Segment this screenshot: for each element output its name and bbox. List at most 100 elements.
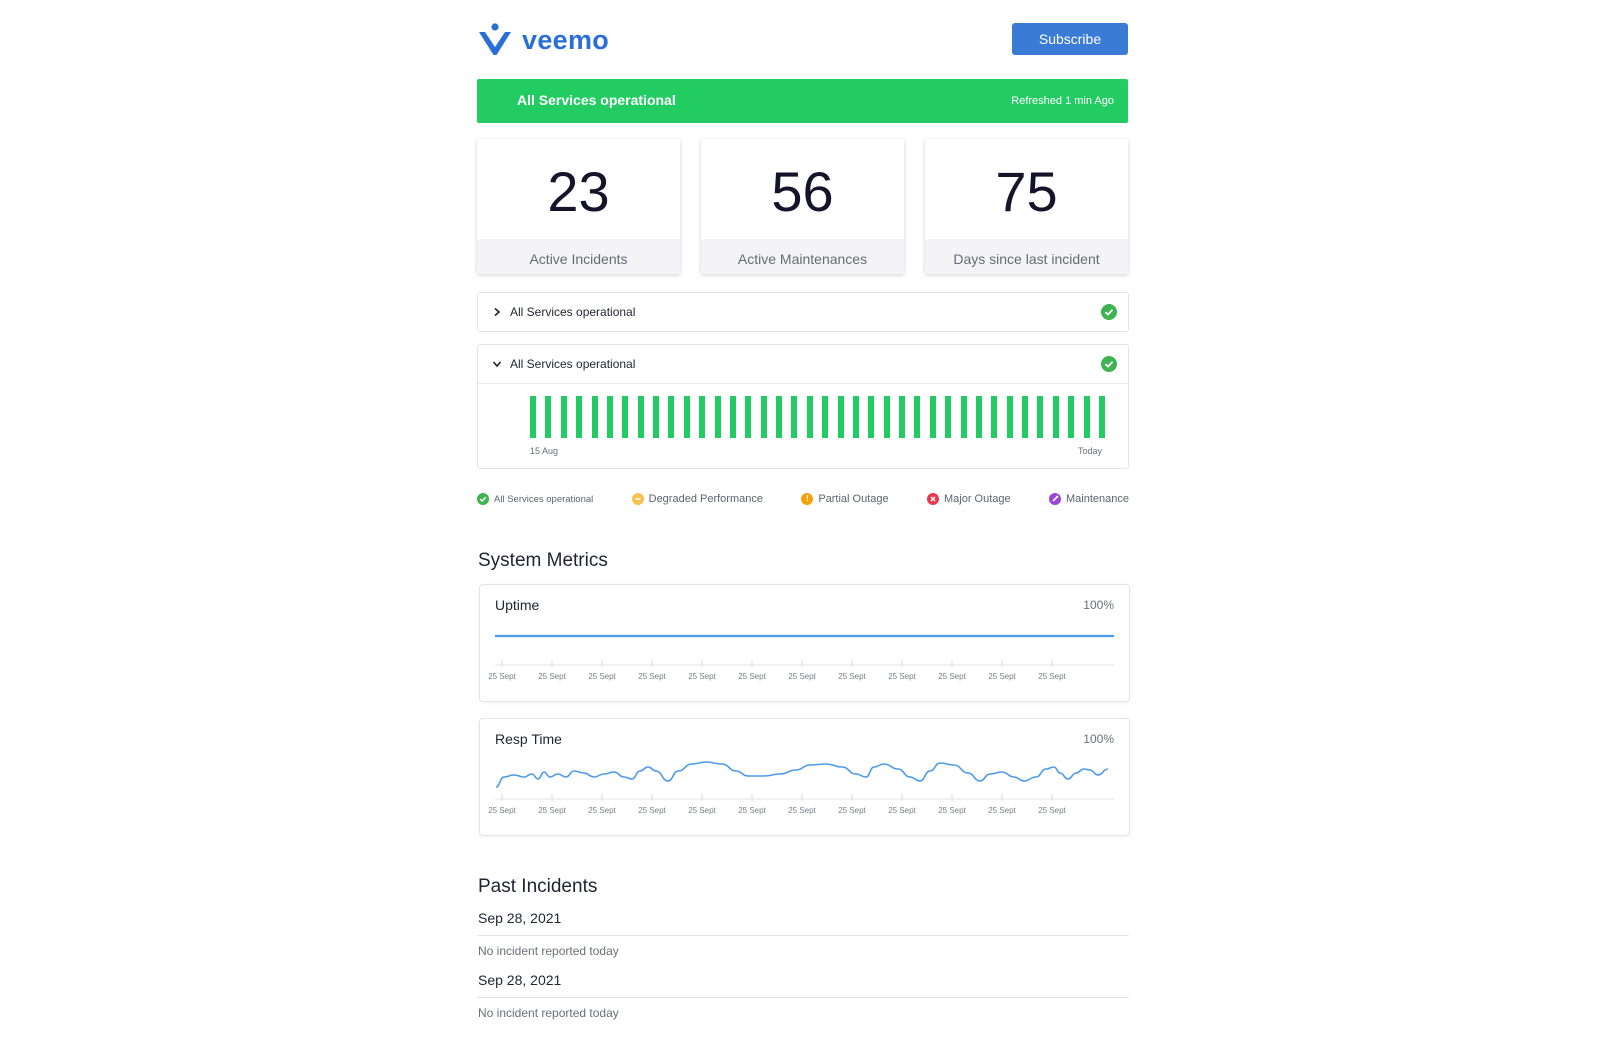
- uptime-bar[interactable]: [852, 396, 859, 438]
- uptime-bar[interactable]: [899, 396, 905, 438]
- stat-value: 75: [995, 159, 1058, 223]
- check-circle-icon: [1101, 304, 1117, 320]
- wrench-circle-icon: [1048, 493, 1061, 505]
- x-tick-label: 25 Sept: [988, 806, 1016, 815]
- resp-time-chart: 25 Sept 25 Sept 25 Sept 25 Sept 25 Sept 25 Se…: [488, 761, 1114, 815]
- uptime-bar[interactable]: [929, 396, 936, 438]
- x-tick-label: 25 Sept: [1038, 806, 1066, 815]
- uptime-bar[interactable]: [714, 396, 721, 438]
- uptime-bar[interactable]: [637, 396, 644, 438]
- uptime-bar[interactable]: [545, 396, 552, 438]
- stat-card-active-maintenances: 56 Active Maintenances: [701, 139, 904, 274]
- uptime-end-label: Today: [1077, 446, 1102, 456]
- x-tick-label: 25 Sept: [838, 672, 866, 681]
- uptime-bar[interactable]: [1068, 396, 1075, 438]
- uptime-bar[interactable]: [960, 396, 967, 438]
- x-tick-label: 25 Sept: [488, 672, 516, 681]
- chevron-right-icon[interactable]: [490, 305, 504, 319]
- stat-value: 23: [547, 159, 610, 223]
- divider: [477, 997, 1129, 998]
- legend-label: Partial Outage: [818, 493, 889, 505]
- uptime-bar[interactable]: [806, 396, 813, 438]
- past-incidents-title: Past Incidents: [478, 876, 598, 897]
- uptime-bar[interactable]: [791, 396, 798, 438]
- uptime-bar[interactable]: [591, 396, 598, 438]
- uptime-bar[interactable]: [883, 396, 890, 438]
- subscribe-button[interactable]: Subscribe: [1012, 23, 1128, 55]
- stat-label: Days since last incident: [925, 239, 1128, 274]
- uptime-bar[interactable]: [822, 396, 829, 438]
- x-tick-label: 25 Sept: [588, 806, 616, 815]
- check-circle-icon: [1101, 356, 1117, 372]
- uptime-bar[interactable]: [653, 396, 659, 438]
- service-group-expanded[interactable]: All Services operational 15 Aug Today: [477, 344, 1129, 469]
- status-banner-title: All Services operational: [517, 92, 676, 108]
- metric-title: Resp Time: [495, 731, 562, 747]
- stat-label: Active Incidents: [477, 239, 680, 274]
- x-circle-icon: [926, 493, 939, 505]
- uptime-bar[interactable]: [776, 396, 782, 438]
- metric-title: Uptime: [495, 597, 540, 613]
- uptime-bar[interactable]: [1098, 396, 1105, 438]
- uptime-bar[interactable]: [683, 396, 690, 438]
- uptime-bar[interactable]: [991, 396, 998, 438]
- uptime-bar[interactable]: [622, 396, 629, 438]
- uptime-bar[interactable]: [560, 396, 567, 438]
- x-tick-label: 25 Sept: [738, 672, 766, 681]
- uptime-bar[interactable]: [1022, 396, 1028, 438]
- uptime-bar[interactable]: [837, 396, 844, 438]
- x-tick-label: 25 Sept: [638, 672, 666, 681]
- x-tick-label: 25 Sept: [588, 672, 616, 681]
- minus-circle-icon: [631, 493, 644, 505]
- legend-label: All Services operational: [494, 493, 594, 505]
- uptime-bar[interactable]: [576, 396, 583, 438]
- x-tick-label: 25 Sept: [738, 806, 766, 815]
- metric-value: 100%: [1083, 598, 1114, 612]
- x-tick-label: 25 Sept: [538, 806, 566, 815]
- uptime-bar[interactable]: [606, 396, 613, 438]
- incident-text: No incident reported today: [478, 944, 619, 958]
- incident-date: Sep 28, 2021: [478, 910, 562, 926]
- chevron-down-icon[interactable]: [490, 357, 504, 371]
- x-tick-label: 25 Sept: [788, 806, 816, 815]
- stat-label: Active Maintenances: [701, 239, 904, 274]
- uptime-bar[interactable]: [729, 396, 736, 438]
- legend-label: Maintenance: [1065, 493, 1129, 505]
- x-tick-label: 25 Sept: [688, 806, 716, 815]
- legend-label: Degraded Performance: [648, 493, 763, 505]
- brand-logo[interactable]: veemo: [478, 22, 609, 58]
- uptime-bar[interactable]: [868, 396, 875, 438]
- uptime-bar[interactable]: [975, 396, 982, 438]
- x-tick-label: 25 Sept: [688, 672, 716, 681]
- metric-card-resp-time: Resp Time 100% 25 Sept 25 Sept 25 Sept 25 S…: [479, 718, 1130, 836]
- x-tick-label: 25 Sept: [788, 672, 816, 681]
- uptime-bar[interactable]: [530, 396, 536, 438]
- uptime-bar[interactable]: [945, 396, 952, 438]
- uptime-bar[interactable]: [1083, 396, 1090, 438]
- service-group-name: All Services operational: [510, 305, 636, 319]
- service-group-collapsed[interactable]: All Services operational: [477, 292, 1129, 332]
- service-group-header[interactable]: All Services operational: [478, 345, 1128, 383]
- incident-date: Sep 28, 2021: [478, 972, 562, 988]
- status-banner: All Services operational Refreshed 1 min…: [477, 79, 1128, 123]
- veemo-logo-icon: [479, 23, 511, 55]
- uptime-bar[interactable]: [760, 396, 767, 438]
- refresh-timestamp: Refreshed 1 min Ago: [1011, 95, 1114, 107]
- resp-time-line: [495, 761, 1109, 788]
- service-group-header[interactable]: All Services operational: [478, 293, 1128, 331]
- x-tick-label: 25 Sept: [938, 672, 966, 681]
- uptime-bar[interactable]: [1006, 396, 1013, 438]
- uptime-bar[interactable]: [699, 396, 706, 438]
- x-tick-label: 25 Sept: [538, 672, 566, 681]
- uptime-bar[interactable]: [1037, 396, 1044, 438]
- uptime-bar[interactable]: [745, 396, 752, 438]
- legend-major-outage: Major Outage: [926, 493, 1011, 505]
- uptime-bar[interactable]: [1052, 396, 1059, 438]
- uptime-bar[interactable]: [668, 396, 675, 438]
- uptime-bar[interactable]: [914, 396, 921, 438]
- legend-partial-outage: ! Partial Outage: [801, 493, 889, 505]
- incident-text: No incident reported today: [478, 1006, 619, 1020]
- x-tick-label: 25 Sept: [1038, 672, 1066, 681]
- metric-card-uptime: Uptime 100% 25 Sept 25 Sept 25 Sept 25 Sept…: [479, 584, 1130, 702]
- metric-value: 100%: [1083, 732, 1114, 746]
